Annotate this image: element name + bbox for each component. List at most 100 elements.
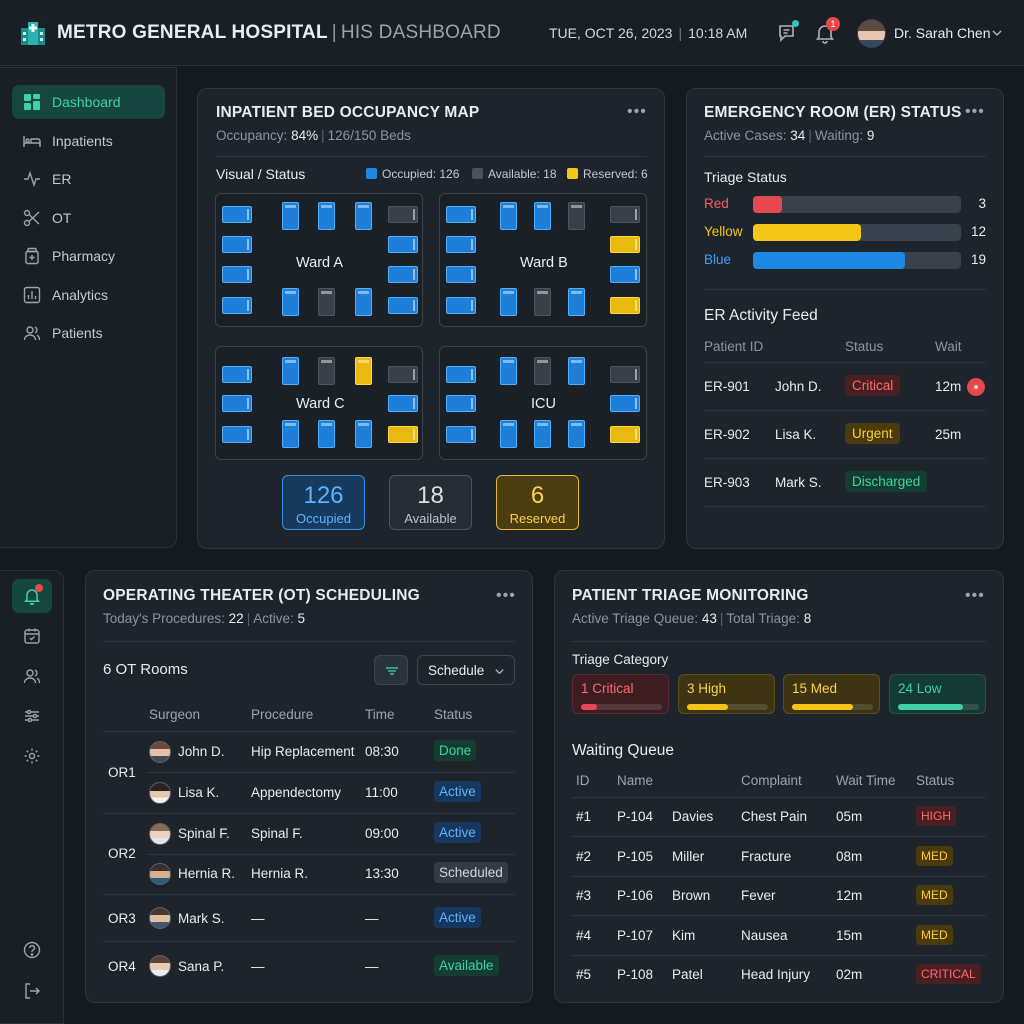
category-card-low[interactable]: 24 Low: [889, 674, 986, 714]
bed[interactable]: [446, 366, 476, 383]
user-name[interactable]: Dr. Sarah Chen: [894, 25, 991, 41]
bed[interactable]: [355, 288, 372, 316]
bed[interactable]: [282, 357, 299, 385]
total-value: 8: [803, 611, 812, 626]
queue-patient-id[interactable]: P-107: [617, 928, 654, 943]
more-options-icon[interactable]: •••: [965, 587, 985, 604]
bed[interactable]: [610, 366, 640, 383]
bed[interactable]: [282, 420, 299, 448]
bed[interactable]: [318, 357, 335, 385]
queue-patient-id[interactable]: P-105: [617, 849, 654, 864]
mini-filters-button[interactable]: [12, 699, 52, 733]
surgeon-name[interactable]: Spinal F.: [178, 826, 230, 841]
sidebar-item-pharmacy[interactable]: Pharmacy: [12, 239, 165, 273]
bed[interactable]: [222, 206, 252, 223]
bed[interactable]: [610, 266, 640, 283]
bed[interactable]: [568, 288, 585, 316]
bed[interactable]: [610, 395, 640, 412]
bed[interactable]: [500, 202, 517, 230]
bed[interactable]: [388, 395, 418, 412]
bed[interactable]: [355, 357, 372, 385]
triage-fill-yellow: [753, 224, 862, 241]
sidebar-item-ot[interactable]: OT: [12, 201, 165, 235]
mini-logout-button[interactable]: [12, 974, 52, 1008]
user-avatar[interactable]: [857, 19, 886, 48]
sidebar-item-er[interactable]: ER: [12, 162, 165, 196]
bed[interactable]: [568, 357, 585, 385]
reserved-total-card[interactable]: 6 Reserved: [496, 475, 579, 530]
category-card-critical[interactable]: 1 Critical: [572, 674, 669, 714]
chevron-down-icon[interactable]: [991, 27, 1003, 39]
sidebar-item-patients[interactable]: Patients: [12, 316, 165, 350]
surgeon-name[interactable]: Lisa K.: [178, 785, 220, 800]
schedule-select[interactable]: Schedule: [417, 655, 515, 685]
bed[interactable]: [500, 288, 517, 316]
er-patient-id[interactable]: ER-903: [704, 475, 750, 490]
bed[interactable]: [318, 420, 335, 448]
bed[interactable]: [534, 202, 551, 230]
bed[interactable]: [446, 266, 476, 283]
bed[interactable]: [610, 297, 640, 314]
more-options-icon[interactable]: •••: [496, 587, 516, 604]
mini-notifications-button[interactable]: [12, 579, 52, 613]
bed[interactable]: [446, 297, 476, 314]
sidebar-item-analytics[interactable]: Analytics: [12, 278, 165, 312]
bed[interactable]: [318, 288, 335, 316]
bed[interactable]: [282, 202, 299, 230]
surgeon-name[interactable]: Mark S.: [178, 911, 225, 926]
bed[interactable]: [388, 366, 418, 383]
sidebar-item-dashboard[interactable]: Dashboard: [12, 85, 165, 119]
sidebar-item-inpatients[interactable]: Inpatients: [12, 124, 165, 158]
category-card-med[interactable]: 15 Med: [783, 674, 880, 714]
bed[interactable]: [500, 420, 517, 448]
bed[interactable]: [222, 266, 252, 283]
more-options-icon[interactable]: •••: [965, 103, 985, 120]
available-total-card[interactable]: 18 Available: [389, 475, 472, 530]
mini-users-button[interactable]: [12, 659, 52, 693]
bed[interactable]: [534, 420, 551, 448]
bed[interactable]: [222, 366, 252, 383]
category-card-high[interactable]: 3 High: [678, 674, 775, 714]
bed[interactable]: [500, 357, 517, 385]
bed[interactable]: [446, 426, 476, 443]
bed[interactable]: [282, 288, 299, 316]
bed[interactable]: [388, 236, 418, 253]
mini-help-button[interactable]: [12, 933, 52, 967]
er-patient-id[interactable]: ER-901: [704, 379, 750, 394]
triage-row-blue: Blue 19: [704, 250, 986, 270]
bed[interactable]: [222, 426, 252, 443]
bed[interactable]: [446, 395, 476, 412]
bed[interactable]: [534, 288, 551, 316]
messages-icon[interactable]: [777, 22, 799, 44]
surgeon-name[interactable]: John D.: [178, 744, 225, 759]
bed[interactable]: [388, 206, 418, 223]
bed[interactable]: [222, 395, 252, 412]
occupied-total-card[interactable]: 126 Occupied: [282, 475, 365, 530]
bed[interactable]: [568, 420, 585, 448]
bed[interactable]: [222, 236, 252, 253]
bed[interactable]: [222, 297, 252, 314]
er-patient-id[interactable]: ER-902: [704, 427, 750, 442]
mini-calendar-button[interactable]: [12, 619, 52, 653]
bed[interactable]: [610, 206, 640, 223]
surgeon-name[interactable]: Hernia R.: [178, 866, 236, 881]
bed[interactable]: [610, 426, 640, 443]
bed[interactable]: [355, 420, 372, 448]
queue-patient-id[interactable]: P-108: [617, 967, 654, 982]
queue-patient-id[interactable]: P-106: [617, 888, 654, 903]
bed[interactable]: [446, 236, 476, 253]
bed[interactable]: [610, 236, 640, 253]
bed[interactable]: [355, 202, 372, 230]
bed[interactable]: [388, 426, 418, 443]
bed[interactable]: [568, 202, 585, 230]
bed[interactable]: [388, 297, 418, 314]
more-options-icon[interactable]: •••: [627, 103, 647, 120]
mini-settings-button[interactable]: [12, 739, 52, 773]
bed[interactable]: [534, 357, 551, 385]
surgeon-name[interactable]: Sana P.: [178, 959, 225, 974]
bed[interactable]: [318, 202, 335, 230]
bed[interactable]: [388, 266, 418, 283]
filter-button[interactable]: [374, 655, 408, 685]
bed[interactable]: [446, 206, 476, 223]
queue-patient-id[interactable]: P-104: [617, 809, 654, 824]
